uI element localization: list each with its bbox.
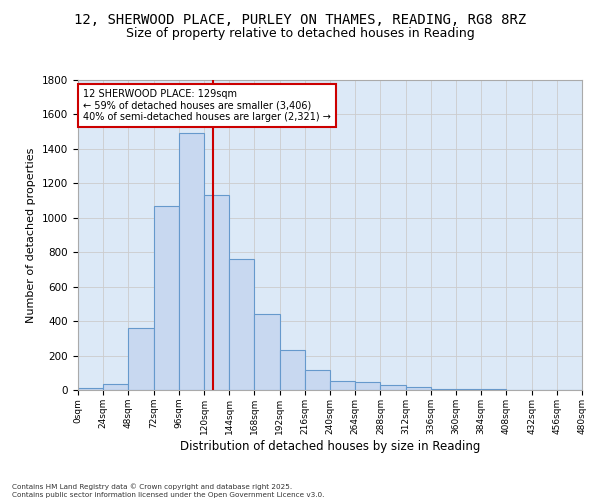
Y-axis label: Number of detached properties: Number of detached properties — [26, 148, 37, 322]
Bar — [280, 350, 305, 390]
Text: 12 SHERWOOD PLACE: 129sqm
← 59% of detached houses are smaller (3,406)
40% of se: 12 SHERWOOD PLACE: 129sqm ← 59% of detac… — [83, 90, 331, 122]
Bar — [229, 259, 254, 390]
Bar — [305, 370, 330, 390]
Bar — [179, 134, 204, 390]
Bar — [128, 328, 154, 390]
Bar — [78, 388, 103, 390]
X-axis label: Distribution of detached houses by size in Reading: Distribution of detached houses by size … — [180, 440, 480, 452]
Bar — [103, 384, 128, 390]
Text: 12, SHERWOOD PLACE, PURLEY ON THAMES, READING, RG8 8RZ: 12, SHERWOOD PLACE, PURLEY ON THAMES, RE… — [74, 12, 526, 26]
Bar — [406, 386, 431, 390]
Bar — [456, 389, 481, 390]
Bar — [355, 382, 380, 390]
Bar — [431, 389, 456, 390]
Text: Contains HM Land Registry data © Crown copyright and database right 2025.
Contai: Contains HM Land Registry data © Crown c… — [12, 484, 325, 498]
Bar — [254, 314, 280, 390]
Bar — [481, 389, 506, 390]
Bar — [380, 385, 406, 390]
Bar — [204, 196, 229, 390]
Bar — [154, 206, 179, 390]
Bar — [330, 380, 355, 390]
Text: Size of property relative to detached houses in Reading: Size of property relative to detached ho… — [125, 28, 475, 40]
